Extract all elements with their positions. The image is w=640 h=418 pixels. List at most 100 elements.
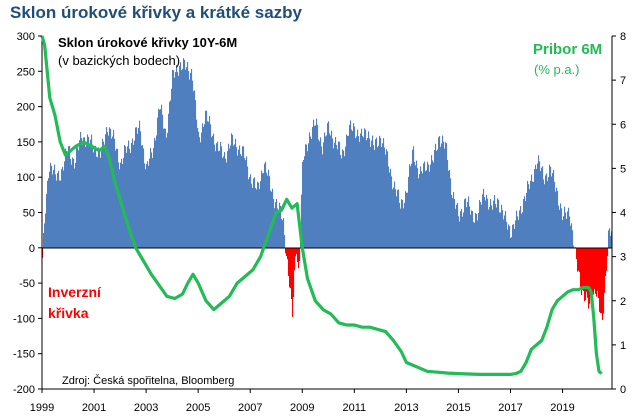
spread-bar [593, 247, 595, 295]
spread-bar [155, 140, 157, 248]
spread-bar [568, 207, 570, 248]
spread-bar [170, 100, 172, 248]
spread-bar [392, 189, 394, 248]
spread-bar [470, 214, 472, 248]
source-note: Zdroj: Česká spořitelna, Bloomberg [62, 374, 234, 387]
left-tick-label: 200 [17, 102, 35, 114]
spread-bar [466, 207, 468, 248]
x-tick-label: 2007 [238, 402, 262, 414]
spread-bar [171, 88, 173, 248]
spread-bar [374, 150, 376, 248]
spread-bar [400, 208, 402, 248]
spread-bar [195, 100, 197, 248]
spread-bar [459, 221, 461, 248]
spread-bar [249, 177, 251, 248]
spread-bar [267, 175, 269, 248]
spread-bar [350, 120, 352, 248]
spread-bar [455, 208, 457, 248]
spread-bar [262, 173, 264, 248]
spread-bar [147, 161, 149, 248]
spread-bar [186, 67, 188, 248]
spread-bar [139, 120, 141, 248]
spread-bar [421, 171, 423, 248]
spread-bar [442, 135, 444, 248]
spread-bar [65, 148, 67, 248]
spread-bar [359, 141, 361, 248]
spread-bar [554, 181, 556, 248]
spread-bar [168, 113, 170, 248]
spread-bar [330, 135, 332, 248]
spread-bar [367, 137, 369, 248]
spread-bar [546, 173, 548, 248]
spread-bar [440, 146, 442, 248]
spread-bar [143, 148, 145, 248]
left-axis-ticks: 300 250 200 150 100 50 0 -50 -100 -150 -200 [13, 31, 42, 396]
spread-bar [314, 125, 316, 248]
spread-bar [296, 247, 298, 254]
spread-bar [376, 137, 378, 248]
spread-bar [108, 135, 110, 248]
spread-bar [601, 247, 603, 314]
spread-bar [225, 158, 227, 248]
spread-bar [411, 163, 413, 248]
spread-bar [406, 192, 408, 248]
spread-bar [395, 189, 397, 248]
spread-bar [158, 108, 160, 248]
spread-bar [563, 216, 565, 248]
spread-bar [146, 163, 148, 248]
spread-bar [426, 170, 428, 248]
spread-bar [127, 146, 129, 248]
spread-bar [246, 156, 248, 248]
spread-bar [504, 215, 506, 248]
spread-bar [163, 128, 165, 248]
spread-bar [460, 211, 462, 248]
spread-bar [501, 204, 503, 248]
spread-bar [44, 223, 46, 248]
spread-bar [130, 153, 132, 248]
spread-bar [344, 156, 346, 248]
spread-bar [79, 140, 81, 248]
spread-bar [46, 193, 48, 248]
spread-bar [410, 166, 412, 248]
spread-bar [476, 213, 478, 248]
spread-bar [544, 184, 546, 248]
spread-bar [366, 140, 368, 248]
spread-bar [109, 127, 111, 248]
spread-bar [49, 171, 51, 248]
spread-bar [403, 208, 405, 248]
spread-bar [278, 210, 280, 248]
spread-bar [451, 194, 453, 248]
spread-bar [558, 205, 560, 248]
spread-bar [197, 127, 199, 248]
spread-bar [363, 137, 365, 248]
spread-bar [575, 247, 577, 248]
spread-bar [253, 178, 255, 248]
spread-bar [437, 149, 439, 248]
right-tick-label: 1 [620, 340, 626, 352]
spread-bar [211, 137, 213, 248]
spread-bar [53, 169, 55, 248]
right-tick-label: 5 [620, 163, 626, 175]
spread-bar [239, 145, 241, 248]
spread-bar [404, 202, 406, 248]
spread-bar [581, 247, 583, 296]
spread-bar [180, 62, 182, 248]
spread-bar [507, 229, 509, 248]
spread-bar [360, 133, 362, 248]
spread-bar [517, 216, 519, 248]
spread-bar [236, 147, 238, 248]
spread-bar [346, 134, 348, 248]
spread-bar [43, 232, 45, 248]
spread-bar [606, 247, 608, 271]
pribor-6m-line [40, 35, 603, 376]
curve-series-label: Sklon úrokové křivky 10Y-6M [58, 35, 237, 50]
spread-bar [450, 178, 452, 248]
right-tick-label: 4 [620, 208, 626, 220]
spread-bar [245, 160, 247, 248]
spread-bar [132, 138, 134, 248]
spread-bar [429, 171, 431, 248]
spread-bar [256, 189, 258, 248]
spread-bar [473, 221, 475, 248]
spread-bar [489, 207, 491, 248]
spread-bar [102, 138, 104, 248]
